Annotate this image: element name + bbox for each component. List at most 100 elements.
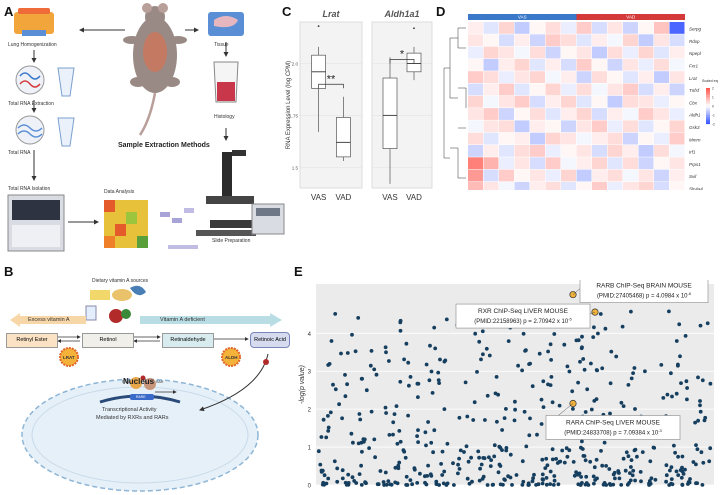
- scatter-point: [526, 481, 531, 486]
- scatter-point: [318, 462, 323, 467]
- scatter-point: [579, 475, 583, 479]
- scatter-point: [490, 483, 495, 487]
- retinaldehyde-box: Retinaldehyde: [162, 333, 214, 348]
- scatter-point: [416, 440, 420, 444]
- scatter-point: [324, 435, 329, 440]
- scatter-point: [595, 368, 599, 373]
- scatter-point: [700, 483, 705, 487]
- scatter-point: [326, 414, 330, 418]
- scatter-point: [496, 470, 501, 475]
- heatmap-cell: [530, 181, 545, 190]
- heatmap-cell: [530, 46, 545, 59]
- heatmap-cell: [499, 34, 514, 47]
- heatmap-cell: [468, 34, 483, 47]
- scatter-point: [432, 325, 437, 330]
- scatter-point: [492, 454, 497, 459]
- scatter-point: [543, 466, 548, 470]
- scatter-point: [556, 482, 561, 487]
- heatmap-cell: [669, 95, 685, 108]
- heatmap-cell: [530, 83, 545, 96]
- gene-label: Prps1: [689, 162, 701, 167]
- microscope-icon: [196, 150, 256, 236]
- y-tick-label: 2.0: [292, 62, 299, 67]
- heatmap-cell: [654, 108, 669, 120]
- scatter-point: [424, 362, 429, 367]
- heatmap-cell: [499, 46, 514, 59]
- heatmap-cell: [468, 95, 483, 108]
- scatter-point: [408, 375, 413, 379]
- group-label-vas: VAS: [518, 15, 527, 20]
- scatter-point: [383, 405, 388, 410]
- heatmap-cell: [545, 120, 561, 133]
- scatter-point: [626, 454, 631, 459]
- scatter-point: [693, 420, 697, 425]
- gene-label: Aldh1: [688, 113, 701, 118]
- scatter-point: [488, 464, 493, 468]
- scatter-point: [648, 459, 653, 464]
- scatter-point: [664, 463, 669, 468]
- scatter-point: [482, 456, 487, 461]
- legend-swatch: [706, 93, 710, 96]
- heatmap-cell: [638, 71, 654, 83]
- scatter-point: [681, 472, 686, 476]
- scatter-point: [524, 444, 529, 449]
- heatmap-cell: [468, 169, 483, 182]
- scatter-point: [548, 469, 553, 474]
- heatmap-cell: [669, 22, 685, 34]
- scatter-point: [339, 351, 343, 356]
- scatter-point: [473, 331, 478, 336]
- scatter-point: [694, 481, 698, 486]
- scatter-point: [631, 468, 636, 473]
- scatter-point: [664, 479, 668, 484]
- scatter-y-tick: 0: [308, 484, 312, 490]
- heatmap-cell: [514, 169, 530, 182]
- scatter-point: [405, 483, 410, 487]
- scatter-point: [600, 366, 605, 371]
- scatter-point: [398, 379, 403, 384]
- heatmap-cell: [576, 83, 592, 96]
- heatmap-cell: [638, 145, 654, 157]
- heatmap-cell: [468, 132, 483, 145]
- heatmap-cell: [638, 108, 654, 120]
- legend-swatch: [706, 88, 710, 90]
- scatter-point: [679, 381, 683, 385]
- heatmap-cell: [654, 157, 669, 170]
- panel-d-letter: D: [436, 4, 446, 19]
- scatter-point: [437, 381, 441, 385]
- scatter-point: [328, 410, 333, 415]
- scatter-point: [429, 440, 434, 445]
- scatter-point: [359, 463, 363, 468]
- scatter-point: [353, 349, 358, 354]
- scatter-point: [629, 376, 634, 381]
- scatter-point: [600, 463, 605, 468]
- scatter-point: [530, 384, 535, 389]
- heatmap-cell: [545, 132, 561, 145]
- scatter-point: [613, 476, 617, 481]
- heatmap-cell: [499, 71, 514, 83]
- heatmap-cell: [592, 157, 607, 170]
- scatter-point: [623, 468, 628, 473]
- scatter-point: [470, 479, 474, 484]
- scatter-point: [680, 482, 685, 487]
- scatter-point: [440, 473, 445, 477]
- scatter-point: [617, 476, 622, 481]
- scatter-point: [386, 479, 391, 483]
- scatter-point: [457, 415, 462, 420]
- scatter-point: [685, 386, 689, 390]
- step-tissue: Tissue: [214, 42, 229, 48]
- scatter-point: [676, 454, 680, 459]
- scatter-point: [401, 448, 406, 452]
- scatter-point: [629, 465, 633, 469]
- scatter-point: [602, 440, 607, 445]
- scatter-point: [604, 464, 608, 468]
- heatmap-cell: [623, 145, 638, 157]
- scatter-point: [576, 338, 581, 343]
- significance-bracket: [318, 83, 344, 89]
- heatmap-cell: [530, 157, 545, 170]
- scatter-point: [439, 462, 443, 466]
- step-histology: Histology: [214, 114, 235, 120]
- scatter-point: [531, 476, 535, 480]
- heatmap-cell: [468, 83, 483, 96]
- heatmap-cell: [638, 169, 654, 182]
- scatter-point: [633, 407, 637, 411]
